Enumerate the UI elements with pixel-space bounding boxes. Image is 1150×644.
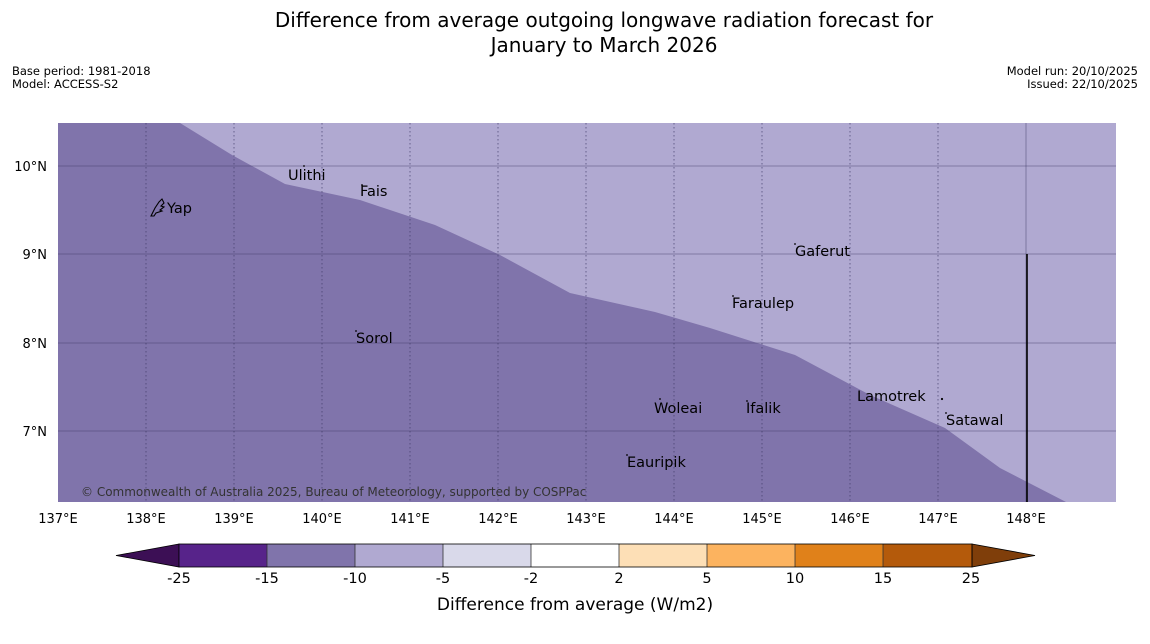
colorbar-frame: [178, 543, 973, 568]
issued-date: Issued: 22/10/2025: [1027, 77, 1138, 91]
model-run: Model run: 20/10/2025: [1006, 64, 1138, 78]
colorbar-tick-label: 5: [702, 571, 711, 587]
colorbar-under-extension: [115, 543, 180, 568]
place-label-faraulep: Faraulep: [732, 296, 794, 312]
colorbar-title: Difference from average (W/m2): [437, 595, 713, 615]
lon-label-143e: 143°E: [566, 512, 606, 527]
place-label-satawal: Satawal: [946, 413, 1003, 429]
colorbar: -25 -15 -10 -5 -2 2 5 10 15 25 Differenc…: [115, 543, 1036, 615]
place-label-eauripik: Eauripik: [627, 455, 686, 471]
colorbar-tick-labels: -25 -15 -10 -5 -2 2 5 10 15 25: [167, 571, 980, 587]
place-labels: Yap Ulithi Fais Gaferut Faraulep Sorol W…: [166, 168, 1003, 471]
colorbar-tick-label: 10: [786, 571, 804, 587]
island-dot-satawal: [945, 412, 947, 414]
place-label-woleai: Woleai: [654, 401, 702, 417]
colorbar-bin-6: [619, 544, 707, 567]
place-label-ulithi: Ulithi: [288, 168, 326, 184]
colorbar-bin-3: [355, 544, 443, 567]
colorbar-tick-label: -25: [167, 571, 191, 587]
lon-label-144e: 144°E: [654, 512, 694, 527]
colorbar-tick-label: -5: [436, 571, 450, 587]
meta-right: Model run: 20/10/2025 Issued: 22/10/2025: [1007, 65, 1138, 91]
lon-label-137e: 137°E: [38, 512, 78, 527]
colorbar-bin-7: [707, 544, 795, 567]
colorbar-tick-label: -10: [343, 571, 367, 587]
colorbar-tick-label: -15: [255, 571, 279, 587]
latitude-labels: 10°N 9°N 8°N 7°N: [14, 160, 47, 440]
island-dot-ifalik: [746, 400, 748, 402]
lon-label-147e: 147°E: [918, 512, 958, 527]
island-dot-eauripik: [626, 454, 628, 456]
place-label-gaferut: Gaferut: [795, 244, 850, 260]
place-label-yap: Yap: [166, 201, 192, 217]
island-dot-ulithi: [303, 165, 305, 167]
base-period: Base period: 1981-2018: [12, 64, 151, 78]
colorbar-bin-5: [531, 544, 619, 567]
place-label-fais: Fais: [360, 184, 387, 200]
lat-label-9n: 9°N: [23, 248, 48, 263]
copyright-notice: © Commonwealth of Australia 2025, Bureau…: [81, 485, 586, 499]
colorbar-bin-1: [179, 544, 267, 567]
island-dot-faraulep: [732, 295, 734, 297]
lat-label-10n: 10°N: [14, 160, 47, 175]
model-name: Model: ACCESS-S2: [12, 77, 119, 91]
colorbar-tick-label: 15: [874, 571, 892, 587]
colorbar-bin-9: [883, 544, 972, 567]
colorbar-bin-4: [443, 544, 531, 567]
colorbar-tick-label: -2: [524, 571, 538, 587]
title-line-2: January to March 2026: [490, 33, 718, 57]
colorbar-tick-label: 2: [614, 571, 623, 587]
colorbar-tick-label: 25: [962, 571, 980, 587]
place-label-sorol: Sorol: [356, 331, 393, 347]
lon-label-145e: 145°E: [742, 512, 782, 527]
place-label-lamotrek: Lamotrek: [857, 389, 926, 405]
colorbar-bin-2: [267, 544, 355, 567]
map-title: Difference from average outgoing longwav…: [0, 8, 1150, 58]
island-dot-fais: [361, 184, 363, 186]
lon-label-148e: 148°E: [1006, 512, 1046, 527]
map-grid: [58, 123, 1116, 502]
island-dots: [303, 165, 947, 456]
island-dot-sorol: [355, 330, 357, 332]
lon-label-142e: 142°E: [478, 512, 518, 527]
lon-label-141e: 141°E: [390, 512, 430, 527]
lon-label-139e: 139°E: [214, 512, 254, 527]
place-label-ifalik: Ifalik: [746, 401, 781, 417]
lon-label-140e: 140°E: [302, 512, 342, 527]
lon-label-146e: 146°E: [830, 512, 870, 527]
lat-label-7n: 7°N: [23, 425, 48, 440]
map-region-dark: [58, 123, 1066, 502]
colorbar-over-extension: [971, 543, 1036, 568]
island-dot-woleai: [659, 398, 661, 400]
lon-label-138e: 138°E: [126, 512, 166, 527]
meta-left: Base period: 1981-2018 Model: ACCESS-S2: [12, 65, 151, 91]
island-dot-gaferut: [794, 243, 796, 245]
longitude-labels: 137°E 138°E 139°E 140°E 141°E 142°E 143°…: [38, 512, 1046, 527]
lat-label-8n: 8°N: [23, 337, 48, 352]
island-dot-lamotrek: [940, 397, 944, 401]
yap-island-outline: [150, 198, 166, 217]
colorbar-bin-8: [795, 544, 883, 567]
colorbar-dividers: [266, 544, 884, 567]
title-line-1: Difference from average outgoing longwav…: [274, 8, 934, 32]
